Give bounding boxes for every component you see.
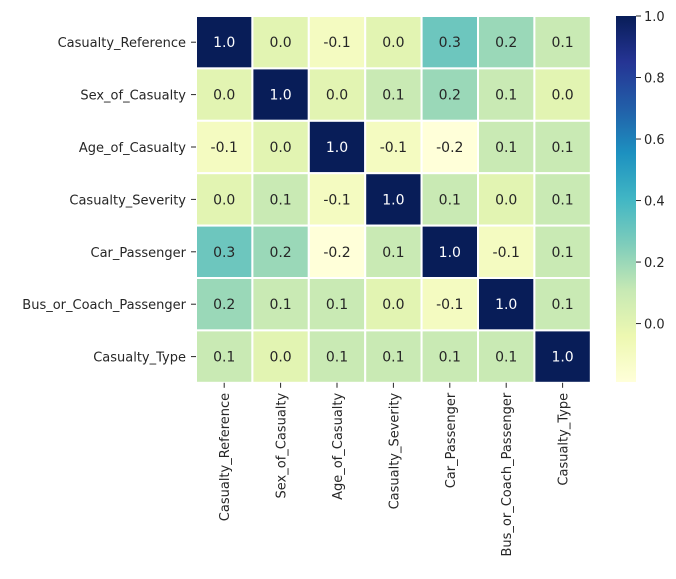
cell-value-label: -0.2 (436, 140, 463, 156)
heatmap-cell (477, 329, 536, 384)
heatmap-cell (307, 67, 367, 122)
cell-value-label: 0.0 (382, 297, 404, 313)
cell-value-label: 0.1 (495, 140, 517, 156)
cell-value-label: 1.0 (269, 88, 291, 104)
heatmap-cell (477, 119, 536, 175)
cell-value-label: 0.1 (382, 245, 404, 261)
column-label: Age_of_Casualty (331, 393, 346, 500)
column-label: Bus_or_Coach_Passenger (500, 392, 515, 556)
row-label: Casualty_Severity (69, 193, 186, 208)
heatmap-cell (251, 172, 310, 227)
colorbar-ticks: 0.0 0.2 0.4 0.6 0.8 1.0 (636, 10, 665, 333)
cell-value-label: 0.1 (382, 88, 404, 104)
heatmap-cell (195, 224, 254, 280)
cell-value-label: 0.3 (439, 35, 461, 51)
cell-value-label: 0.0 (269, 35, 291, 51)
x-axis-tick-labels: Casualty_Reference Sex_of_Casualty Age_of_… (218, 382, 572, 557)
cell-value-label: 0.2 (213, 297, 235, 313)
cell-value-label: 0.3 (213, 245, 235, 261)
heatmap-cells (195, 15, 592, 384)
cell-value-label: 0.1 (439, 350, 461, 366)
colorbar-tick-label: 0.4 (644, 195, 665, 210)
colorbar-tick-label: 0.6 (644, 133, 665, 148)
cell-value-label: 0.2 (269, 245, 291, 261)
column-label: Car_Passenger (444, 392, 459, 488)
cell-value-label: 0.1 (326, 297, 348, 313)
cell-value-label: 1.0 (551, 350, 573, 366)
cell-value-label: 0.1 (551, 297, 573, 313)
cell-value-label: 0.0 (495, 192, 517, 208)
colorbar-tick-label: 1.0 (644, 10, 665, 25)
colorbar-tick-label: 0.0 (644, 318, 665, 333)
cell-value-label: -0.2 (323, 245, 350, 261)
cell-value-label: 0.1 (495, 350, 517, 366)
cell-value-label: 0.2 (439, 88, 461, 104)
column-label: Casualty_Severity (387, 393, 402, 510)
cell-value-label: 0.2 (495, 35, 517, 51)
cell-value-label: 0.1 (495, 88, 517, 104)
heatmap-cell (307, 224, 367, 280)
column-label: Sex_of_Casualty (275, 392, 290, 498)
heatmap-cell (477, 172, 536, 227)
heatmap-cell (251, 119, 310, 175)
row-label: Casualty_Type (93, 351, 186, 366)
cell-value-label: 0.0 (213, 192, 235, 208)
heatmap-cell (420, 67, 480, 122)
cell-value-label: -0.1 (493, 245, 520, 261)
cell-value-label: 0.0 (551, 88, 573, 104)
heatmap-cell (251, 277, 310, 332)
row-label: Casualty_Reference (58, 36, 186, 51)
cell-value-label: 1.0 (213, 35, 235, 51)
cell-value-label: 1.0 (495, 297, 517, 313)
heatmap-cell (195, 277, 254, 332)
colorbar-tick-label: 0.8 (644, 72, 665, 87)
heatmap-cell (307, 119, 367, 175)
cell-value-label: 0.1 (551, 192, 573, 208)
y-axis-tick-labels: Casualty_Reference Sex_of_Casualty Age_of_… (22, 36, 196, 366)
heatmap-cell (533, 119, 592, 175)
cell-value-label: 0.0 (382, 35, 404, 51)
heatmap-cell (420, 119, 480, 175)
heatmap-cell (364, 329, 423, 384)
heatmap-cell (533, 329, 592, 384)
heatmap-cell (195, 172, 254, 227)
heatmap-cell (477, 15, 536, 70)
column-label: Casualty_Reference (218, 393, 233, 521)
cell-value-label: -0.1 (323, 192, 350, 208)
cell-value-label: 0.1 (439, 192, 461, 208)
cell-value-label: 0.1 (551, 245, 573, 261)
cell-value-label: -0.1 (211, 140, 238, 156)
cell-value-label: 1.0 (326, 140, 348, 156)
row-label: Bus_or_Coach_Passenger (22, 298, 186, 313)
cell-value-label: 0.1 (213, 350, 235, 366)
row-label: Age_of_Casualty (79, 141, 186, 156)
colorbar-tick-label: 0.2 (644, 256, 665, 271)
cell-value-label: -0.1 (380, 140, 407, 156)
cell-value-label: 0.0 (326, 88, 348, 104)
cell-value-label: 0.1 (326, 350, 348, 366)
row-label: Sex_of_Casualty (80, 89, 186, 104)
column-label: Casualty_Type (557, 393, 572, 486)
cell-value-label: 0.1 (551, 35, 573, 51)
cell-value-label: -0.1 (323, 35, 350, 51)
row-label: Car_Passenger (91, 246, 187, 261)
cell-value-label: 1.0 (382, 192, 404, 208)
cell-value-label: -0.1 (436, 297, 463, 313)
heatmap-annotations: 1.0 0.0 -0.1 0.0 0.3 0.2 0.1 0.0 1.0 0.0 0.1 0.2 0.1… (211, 35, 574, 365)
heatmap-cell (533, 67, 592, 122)
heatmap-cell (307, 329, 367, 384)
cell-value-label: 0.0 (269, 350, 291, 366)
cell-value-label: 0.0 (213, 88, 235, 104)
colorbar (616, 16, 636, 382)
cell-value-label: 0.1 (382, 350, 404, 366)
cell-value-label: 0.1 (269, 192, 291, 208)
cell-value-label: 0.0 (269, 140, 291, 156)
cell-value-label: 0.1 (269, 297, 291, 313)
heatmap-cell (533, 277, 592, 332)
cell-value-label: 1.0 (439, 245, 461, 261)
cell-value-label: 0.1 (551, 140, 573, 156)
